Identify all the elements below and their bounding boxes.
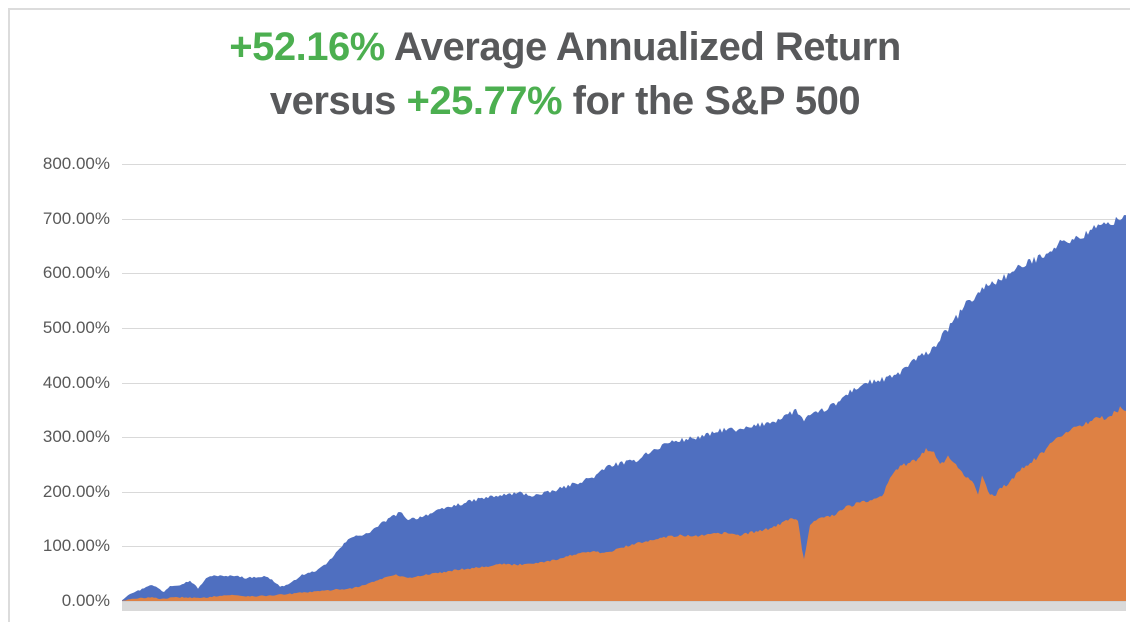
title-line2-text: for the S&P 500 [562, 79, 861, 123]
y-axis-label: 0.00% [61, 591, 110, 610]
sp500-return-value: +25.77% [406, 79, 563, 123]
y-axis-label: 600.00% [42, 263, 110, 283]
title-line1-text: Average Annualized Return [384, 25, 901, 69]
y-axis-label: 400.00% [42, 372, 110, 392]
chart-title: +52.16% Average Annualized Return versus… [0, 20, 1130, 128]
gridline [122, 382, 1126, 384]
chart-title-line-1: +52.16% Average Annualized Return [0, 20, 1130, 74]
gridline [122, 218, 1126, 220]
plot-area [122, 215, 1126, 601]
chart-title-line-2: versus +25.77% for the S&P 500 [0, 74, 1130, 128]
y-axis-label: 800.00% [42, 154, 110, 173]
title-line2-pre: versus [269, 79, 407, 123]
gridline [122, 327, 1126, 329]
y-axis-label: 700.00% [42, 208, 110, 228]
x-axis-baseline-bar [122, 601, 1126, 611]
y-axis-label: 200.00% [42, 481, 110, 501]
area-series-sp500 [122, 406, 1126, 601]
gridline [122, 164, 1126, 165]
y-axis-label: 100.00% [42, 536, 110, 556]
gridline [122, 273, 1126, 275]
y-axis-label: 500.00% [42, 317, 110, 337]
y-axis-label: 300.00% [42, 427, 110, 447]
gridline [122, 437, 1126, 439]
strategy-return-value: +52.16% [229, 25, 385, 69]
